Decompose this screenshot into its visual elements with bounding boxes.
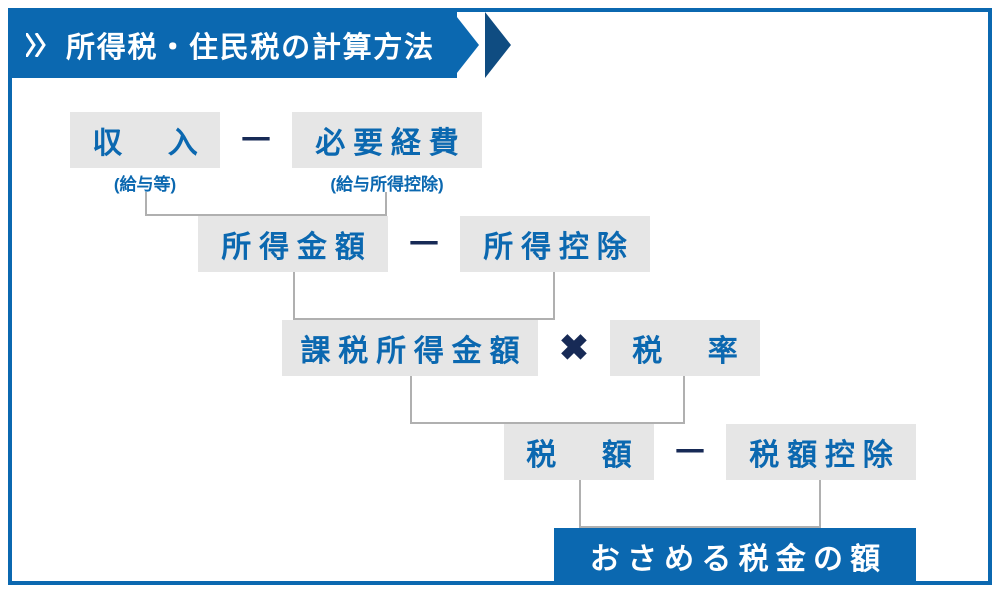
- connector-3: [410, 376, 685, 424]
- node-final: おさめる税金の額: [554, 528, 916, 584]
- operator-r1: －: [236, 120, 276, 160]
- connector-4: [579, 480, 821, 528]
- operator-r3: ✖: [554, 328, 594, 368]
- node-r1-left: 収 入: [70, 112, 220, 168]
- node-r2-left: 所得金額: [198, 216, 388, 272]
- node-r4-left: 税 額: [504, 424, 654, 480]
- connector-1: [145, 192, 387, 216]
- connector-2: [293, 272, 555, 320]
- operator-r4: －: [670, 432, 710, 472]
- node-r2-right: 所得控除: [460, 216, 650, 272]
- flow-stage: 収 入－必要経費(給与等)(給与所得控除)所得金額－所得控除課税所得金額✖税 率…: [12, 12, 988, 581]
- node-r3-left: 課税所得金額: [282, 320, 538, 376]
- outer-frame: 所得税・住民税の計算方法 収 入－必要経費(給与等)(給与所得控除)所得金額－所…: [8, 8, 992, 585]
- node-r3-right: 税 率: [610, 320, 760, 376]
- operator-r2: －: [404, 224, 444, 264]
- node-r4-right: 税額控除: [726, 424, 916, 480]
- node-r1-right: 必要経費: [292, 112, 482, 168]
